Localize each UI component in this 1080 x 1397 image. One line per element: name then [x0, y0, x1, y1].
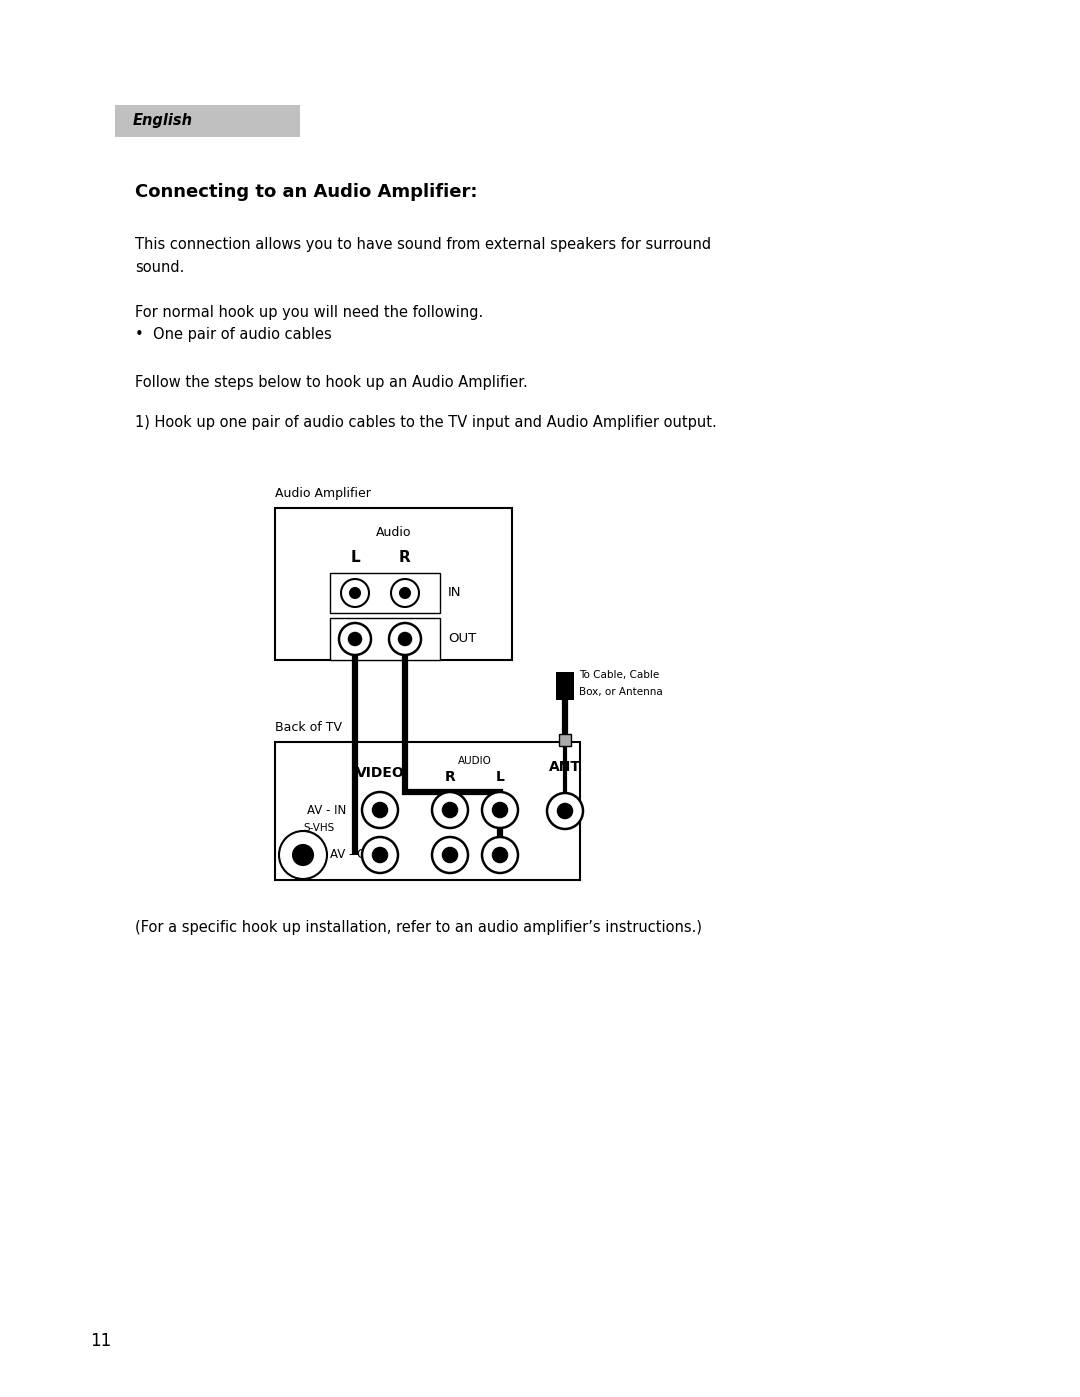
Text: L: L — [496, 770, 504, 784]
Circle shape — [399, 633, 411, 645]
Text: R: R — [400, 550, 410, 564]
Bar — [559, 733, 571, 746]
Text: IN: IN — [448, 587, 461, 599]
Text: ANT: ANT — [549, 760, 581, 774]
Circle shape — [373, 848, 387, 862]
Circle shape — [293, 845, 313, 865]
Text: Audio Amplifier: Audio Amplifier — [275, 488, 370, 500]
Text: For normal hook up you will need the following.: For normal hook up you will need the fol… — [135, 305, 483, 320]
Circle shape — [443, 803, 457, 817]
Text: English: English — [133, 113, 193, 129]
Bar — [330, 573, 440, 613]
Circle shape — [391, 578, 419, 608]
Bar — [275, 742, 580, 880]
Text: Back of TV: Back of TV — [275, 721, 342, 733]
Circle shape — [339, 623, 372, 655]
Text: 11: 11 — [90, 1331, 111, 1350]
Text: Connecting to an Audio Amplifier:: Connecting to an Audio Amplifier: — [135, 183, 477, 201]
Circle shape — [341, 578, 369, 608]
Text: To Cable, Cable: To Cable, Cable — [579, 671, 659, 680]
Text: AV - IN: AV - IN — [307, 803, 347, 816]
Text: OUT: OUT — [448, 633, 476, 645]
Text: (For a specific hook up installation, refer to an audio amplifier’s instructions: (For a specific hook up installation, re… — [135, 921, 702, 935]
Circle shape — [482, 792, 518, 828]
Text: sound.: sound. — [135, 260, 185, 275]
Circle shape — [432, 837, 468, 873]
Circle shape — [482, 837, 518, 873]
Text: •  One pair of audio cables: • One pair of audio cables — [135, 327, 332, 342]
Circle shape — [349, 633, 361, 645]
Circle shape — [443, 848, 457, 862]
Text: S-VHS: S-VHS — [303, 823, 334, 833]
Text: R: R — [445, 770, 456, 784]
Text: AV - OUT: AV - OUT — [330, 848, 382, 862]
Text: Box, or Antenna: Box, or Antenna — [579, 687, 663, 697]
Bar — [114, 105, 300, 137]
Circle shape — [400, 588, 410, 598]
Text: This connection allows you to have sound from external speakers for surround: This connection allows you to have sound… — [135, 237, 711, 251]
Bar — [556, 672, 573, 700]
Text: VIDEO: VIDEO — [355, 766, 404, 780]
Circle shape — [492, 848, 507, 862]
Circle shape — [546, 793, 583, 828]
Bar — [330, 617, 440, 659]
Bar — [275, 509, 512, 659]
Circle shape — [350, 588, 360, 598]
Circle shape — [389, 623, 421, 655]
Text: AUDIO: AUDIO — [458, 756, 491, 766]
Circle shape — [362, 837, 399, 873]
Text: 1) Hook up one pair of audio cables to the TV input and Audio Amplifier output.: 1) Hook up one pair of audio cables to t… — [135, 415, 717, 430]
Text: Audio: Audio — [376, 527, 411, 539]
Circle shape — [432, 792, 468, 828]
Text: Follow the steps below to hook up an Audio Amplifier.: Follow the steps below to hook up an Aud… — [135, 374, 528, 390]
Circle shape — [279, 831, 327, 879]
Circle shape — [373, 803, 387, 817]
Circle shape — [492, 803, 507, 817]
Text: L: L — [350, 550, 360, 564]
Circle shape — [362, 792, 399, 828]
Circle shape — [558, 805, 572, 819]
